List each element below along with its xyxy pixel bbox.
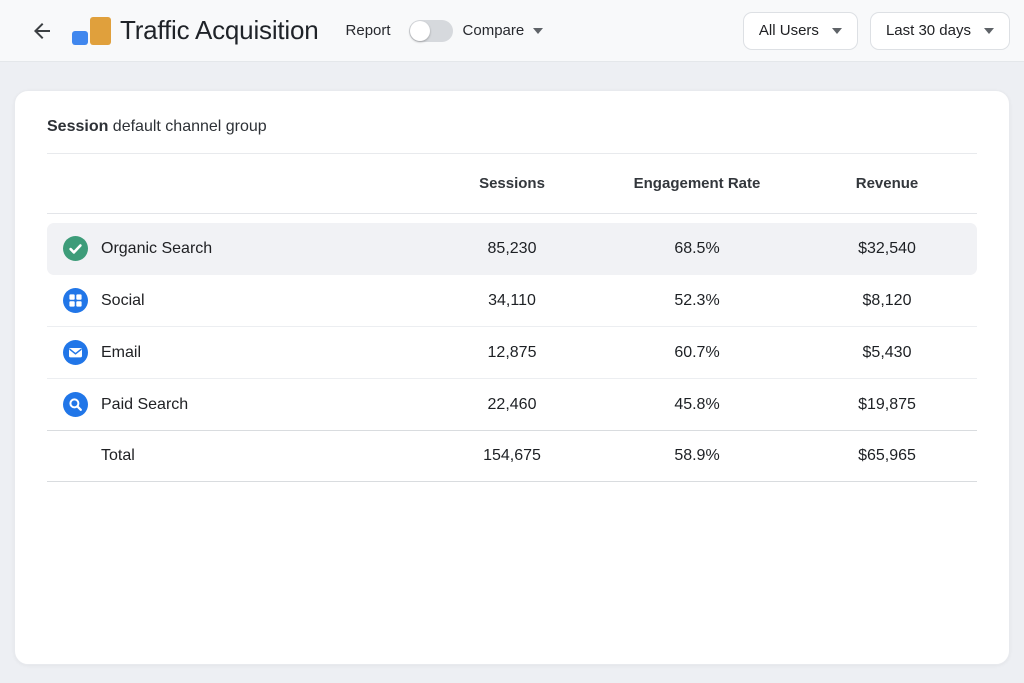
channel-label: Email bbox=[101, 343, 142, 361]
total-sessions-value: 154,675 bbox=[483, 447, 541, 464]
toggle-knob bbox=[409, 20, 430, 41]
search-icon bbox=[63, 392, 88, 417]
table-row-organic-search: Organic Search 85,230 68.5% $32,540 bbox=[47, 223, 977, 275]
top-app-bar: Traffic Acquisition Report Compare All U… bbox=[0, 0, 1024, 62]
sessions-column-header[interactable]: Sessions bbox=[479, 175, 545, 192]
report-card: Session default channel group Sessions E… bbox=[14, 90, 1010, 665]
check-circle-icon bbox=[63, 236, 88, 261]
arrow-left-icon bbox=[34, 22, 50, 39]
table-dimension-title: Session default channel group bbox=[47, 91, 977, 154]
analytics-logo-icon bbox=[72, 16, 112, 45]
logo-orange-bar bbox=[90, 16, 111, 45]
engagement-rate-value: 52.3% bbox=[674, 291, 720, 309]
back-button[interactable] bbox=[28, 17, 56, 45]
chevron-down-icon bbox=[831, 27, 842, 34]
grid-icon bbox=[63, 288, 88, 313]
total-label: Total bbox=[101, 447, 135, 464]
channel-cell: Paid Search bbox=[47, 392, 427, 417]
dimension-title-rest: default channel group bbox=[108, 118, 267, 135]
total-engagement-rate-value: 58.9% bbox=[674, 447, 720, 464]
audience-selector-label: All Users bbox=[758, 22, 819, 39]
compare-toggle[interactable] bbox=[408, 19, 453, 42]
revenue-value: $8,120 bbox=[862, 291, 912, 309]
logo-blue-bar bbox=[72, 30, 88, 45]
engagement-rate-value: 45.8% bbox=[674, 395, 720, 413]
table-row-total: Total 154,675 58.9% $65,965 bbox=[47, 430, 977, 482]
channel-label: Paid Search bbox=[101, 395, 189, 413]
sessions-value: 34,110 bbox=[488, 291, 536, 309]
total-label-cell: Total bbox=[47, 447, 427, 465]
chevron-down-icon bbox=[984, 27, 994, 34]
revenue-value: $5,430 bbox=[862, 343, 912, 361]
revenue-column-header[interactable]: Revenue bbox=[855, 175, 919, 192]
sessions-value: 22,460 bbox=[487, 395, 537, 413]
channel-label: Social bbox=[101, 291, 145, 309]
table-header-row: Sessions Engagement Rate Revenue bbox=[47, 154, 977, 214]
channel-cell: Email bbox=[47, 340, 427, 365]
channel-cell: Organic Search bbox=[47, 236, 427, 261]
engagement-rate-value: 68.5% bbox=[674, 239, 720, 257]
revenue-value: $19,875 bbox=[858, 395, 916, 413]
page-title: Traffic Acquisition bbox=[120, 15, 319, 45]
channel-label: Organic Search bbox=[101, 239, 213, 257]
envelope-icon bbox=[63, 340, 88, 365]
audience-selector-button[interactable]: All Users bbox=[742, 11, 858, 50]
engagement-rate-value: 60.7% bbox=[674, 343, 720, 361]
compare-label: Compare bbox=[462, 22, 525, 39]
total-revenue-value: $65,965 bbox=[858, 447, 916, 464]
table-row-social: Social 34,110 52.3% $8,120 bbox=[47, 275, 977, 327]
engagement-rate-column-header[interactable]: Engagement Rate bbox=[633, 175, 761, 192]
table-body: Organic Search 85,230 68.5% $32,540 Soci… bbox=[47, 214, 977, 482]
table-row-email: Email 12,875 60.7% $5,430 bbox=[47, 327, 977, 379]
table-row-paid-search: Paid Search 22,460 45.8% $19,875 bbox=[47, 379, 977, 431]
sessions-value: 85,230 bbox=[487, 239, 537, 257]
date-range-label: Last 30 days bbox=[885, 22, 971, 39]
chevron-down-icon[interactable] bbox=[533, 27, 544, 34]
report-label: Report bbox=[345, 22, 391, 39]
revenue-value: $32,540 bbox=[858, 239, 916, 257]
sessions-value: 12,875 bbox=[487, 343, 537, 361]
date-range-button[interactable]: Last 30 days bbox=[869, 11, 1010, 50]
channel-cell: Social bbox=[47, 288, 427, 313]
dimension-title-bold: Session bbox=[47, 118, 109, 135]
